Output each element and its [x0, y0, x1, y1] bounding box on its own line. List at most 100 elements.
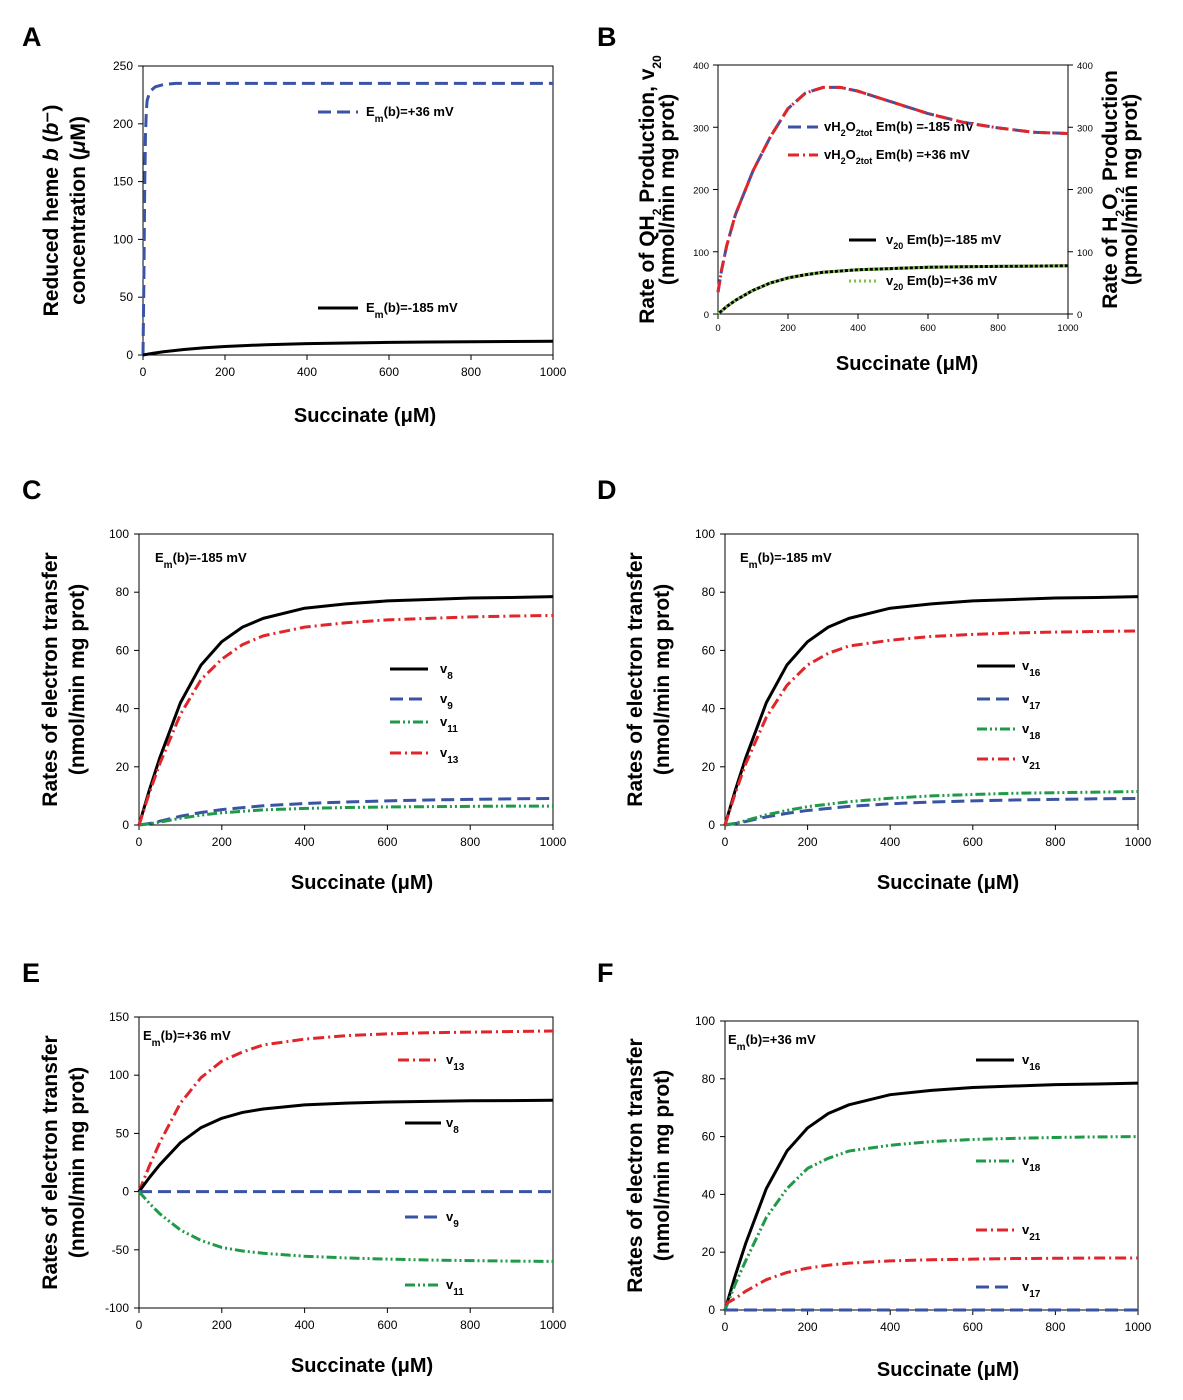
series-line-v13: [137, 1029, 554, 1193]
series-line-v20-em-b-36-mv: [717, 264, 1069, 316]
y-tick-label: 100: [695, 527, 715, 541]
annotation-text: Em(b)=+36 mV: [143, 1028, 231, 1049]
x-axis-label: Succinate (μM): [836, 353, 978, 375]
panel-f: F 0 200 400 600 800 1000 0 20 40 60 80 100 Succinate …: [597, 958, 1152, 1381]
y-axis-label: (nmol/min mg prot): [66, 584, 89, 775]
x-axis-label: Succinate (μM): [291, 1355, 433, 1377]
x-tick-label: 400: [295, 835, 315, 849]
x-tick-label: 0: [722, 835, 729, 849]
x-tick-label: 0: [136, 1318, 143, 1332]
panel-label: F: [597, 958, 614, 988]
y-axis-label: Rates of electron transfer: [624, 552, 647, 806]
y-tick-label: 80: [116, 585, 130, 599]
series-line-v16: [723, 1081, 1139, 1311]
x-tick-label: 200: [798, 1320, 818, 1334]
series-line-v11: [138, 804, 553, 827]
legend-label: v8: [440, 661, 453, 682]
y-axis-label: (nmol/min mg prot): [656, 94, 679, 285]
legend-label: v9: [440, 691, 453, 712]
y-right-tick-label: 100: [1077, 248, 1093, 259]
y-tick-label: 100: [109, 1068, 129, 1082]
x-tick-label: 600: [379, 365, 399, 379]
y-right-tick-label: 0: [1077, 310, 1082, 321]
series-line-v21: [724, 1256, 1138, 1306]
y-tick-label: 0: [122, 1185, 129, 1199]
y-right-tick-label: 200: [1077, 186, 1093, 197]
y-axis-label: Rates of electron transfer: [39, 1035, 62, 1289]
series-line-v13: [137, 613, 554, 826]
y-tick-label: 80: [702, 585, 716, 599]
x-tick-label: 600: [377, 1318, 397, 1332]
y-tick-label: 0: [708, 1303, 715, 1317]
panel-a: A 0 200 400 600 800 1000 0 50 100 150 200 250 Succina…: [22, 22, 567, 427]
x-axis-label: Succinate (μM): [877, 872, 1019, 894]
x-tick-label: 400: [850, 323, 866, 334]
y-tick-label: 250: [113, 59, 133, 73]
series-line-v16: [723, 595, 1139, 826]
legend-label: v11: [446, 1277, 464, 1298]
x-tick-label: 800: [461, 365, 481, 379]
y-tick-label: 20: [702, 1245, 716, 1259]
legend-label: v21: [1022, 751, 1041, 772]
y-tick-label: 50: [120, 290, 134, 304]
y-tick-label: 40: [702, 702, 716, 716]
x-axis-label: Succinate (μM): [291, 872, 433, 894]
y-tick-label: 0: [122, 818, 129, 832]
legend-label: v16: [1022, 658, 1041, 679]
panel-c: C 0 200 400 600 800 1000 0 20 40 60 80 100 Succinate …: [22, 475, 567, 894]
legend-label: v9: [446, 1209, 459, 1230]
series-line-v18: [723, 1135, 1139, 1311]
series-line-em-b-185-mv: [142, 339, 554, 357]
legend-label: v13: [440, 745, 459, 766]
y-tick-label: 40: [116, 702, 130, 716]
x-tick-label: 200: [212, 1318, 232, 1332]
y-tick-label: 100: [693, 248, 709, 259]
legend-label: v20 Em(b)=-185 mV: [886, 232, 1001, 251]
legend-label: v20 Em(b)=+36 mV: [886, 273, 998, 292]
x-tick-label: 800: [1045, 835, 1065, 849]
y-tick-label: 50: [116, 1126, 130, 1140]
y-tick-label: 80: [702, 1072, 716, 1086]
y-axis-label: (nmol/min mg prot): [66, 1067, 89, 1258]
y-tick-label: 0: [704, 310, 709, 321]
x-tick-label: 200: [780, 323, 796, 334]
plot-frame: [724, 533, 1139, 826]
panel-label: D: [597, 475, 617, 505]
y-right-axis-label: (pmol/min mg prot): [1119, 94, 1142, 285]
y-axis-label: (nmol/min mg prot): [651, 584, 674, 775]
legend-label: v13: [446, 1052, 465, 1073]
annotation-text: Em(b)=-185 mV: [155, 550, 247, 571]
x-tick-label: 1000: [1125, 1320, 1152, 1334]
y-tick-label: 150: [109, 1010, 129, 1024]
x-tick-label: 600: [377, 835, 397, 849]
series-line-v8: [137, 1098, 554, 1193]
y-right-tick-label: 400: [1077, 61, 1093, 72]
legend-label: v17: [1022, 1279, 1041, 1300]
series-line-v18: [724, 790, 1139, 827]
legend-label: v8: [446, 1115, 459, 1136]
x-tick-label: 400: [295, 1318, 315, 1332]
annotation-text: Em(b)=-185 mV: [740, 550, 832, 571]
y-tick-label: 0: [708, 818, 715, 832]
x-tick-label: 0: [715, 323, 720, 334]
series-line-v17: [724, 797, 1139, 827]
panel-label: A: [22, 22, 42, 52]
y-tick-label: 60: [116, 643, 130, 657]
series-line-v9: [138, 797, 554, 827]
y-tick-label: 400: [693, 61, 709, 72]
x-tick-label: 400: [297, 365, 317, 379]
x-tick-label: 600: [920, 323, 936, 334]
x-tick-label: 800: [990, 323, 1006, 334]
legend-label: v11: [440, 714, 458, 735]
x-tick-label: 200: [798, 835, 818, 849]
y-tick-label: 100: [695, 1014, 715, 1028]
x-tick-label: 600: [963, 1320, 983, 1334]
series-line-v21: [723, 629, 1139, 826]
plot-frame: [138, 533, 554, 826]
legend-label: vH2O2tot Em(b) =-185 mV: [824, 119, 974, 138]
legend-label: v16: [1022, 1052, 1041, 1073]
y-axis-label: Rates of electron transfer: [39, 552, 62, 806]
panel-label: E: [22, 958, 40, 988]
legend-label: v18: [1022, 1153, 1041, 1174]
